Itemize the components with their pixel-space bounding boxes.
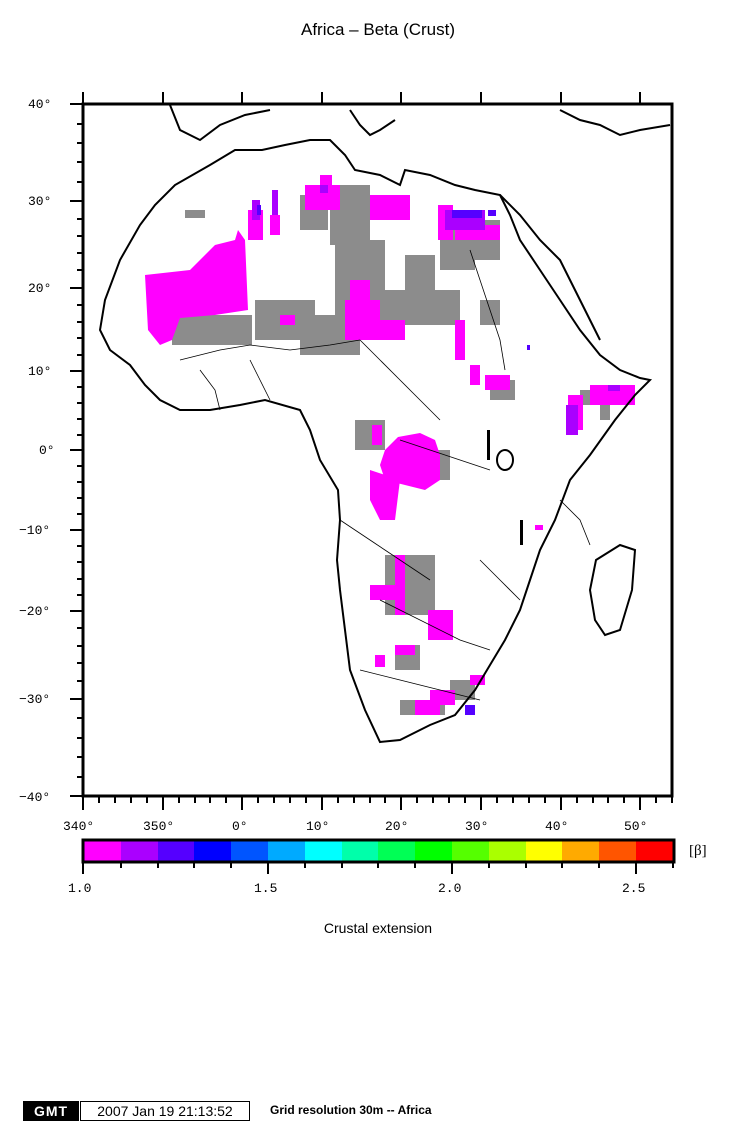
colorbar-label-1-5: 1.5 [254,881,278,896]
lat-label-40: 40° [28,97,52,112]
lon-label-50: 50° [624,819,648,834]
colorbar [81,838,676,874]
blue-violet-fill-regions [257,205,530,715]
colorbar-title: Crustal extension [323,920,433,936]
magenta-fill-regions [145,175,635,715]
colorbar-label-1-0: 1.0 [68,881,92,896]
lon-label-30: 30° [465,819,489,834]
lat-label-m20: −20° [19,604,51,619]
lakes [487,430,523,545]
lon-label-340: 340° [63,819,95,834]
lat-label-m40: −40° [19,790,51,805]
lon-label-350: 350° [143,819,175,834]
rivers-borders [179,249,591,701]
lat-label-m10: −10° [19,523,51,538]
map-title: Africa – Beta (Crust) [301,20,455,39]
colorbar-label-2-0: 2.0 [438,881,462,896]
lon-label-10: 10° [306,819,330,834]
timestamp: 2007 Jan 19 21:13:52 [80,1101,250,1121]
lat-label-m30: −30° [19,692,51,707]
lon-label-40: 40° [545,819,569,834]
colorbar-label-2-5: 2.5 [622,881,646,896]
africa-map [70,92,676,874]
lon-label-0: 0° [232,819,248,834]
lat-label-10: 10° [28,364,52,379]
lon-label-20: 20° [385,819,409,834]
coastline [98,104,671,744]
gmt-logo: GMT [23,1101,79,1121]
lat-label-20: 20° [28,281,52,296]
grid-resolution-note: Grid resolution 30m -- Africa [270,1103,432,1117]
lat-label-30: 30° [28,194,52,209]
lat-label-0: 0° [39,443,55,458]
colorbar-unit: [β] [689,843,707,859]
